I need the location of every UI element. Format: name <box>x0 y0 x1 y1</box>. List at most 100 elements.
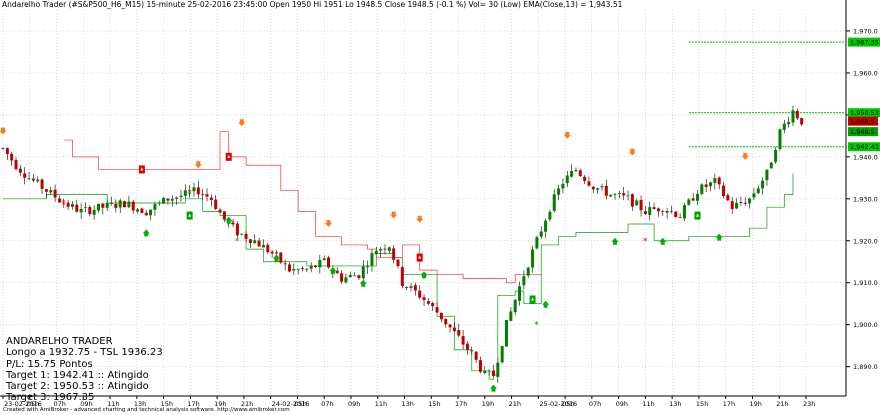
candle-body <box>782 123 786 130</box>
candle-body <box>535 237 539 249</box>
y-tick-label: 1,930.0 <box>853 195 878 203</box>
buy-arrow-icon <box>225 216 233 224</box>
candle-body <box>600 186 604 188</box>
candle-body <box>44 189 48 192</box>
candle-body <box>314 265 318 268</box>
candle-body <box>70 204 74 207</box>
candle-body <box>791 110 795 123</box>
candle-body <box>787 121 791 125</box>
asterisk-marker-icon: * <box>61 199 66 209</box>
price-label-box-2 <box>848 127 878 137</box>
candle-body <box>700 184 704 195</box>
candle-body <box>496 362 500 377</box>
candle-body <box>235 223 239 236</box>
candle-body <box>188 190 192 192</box>
x-tick-label: 19h <box>214 400 226 408</box>
x-tick-label: 15h <box>161 400 173 408</box>
signal-box-glyph <box>188 213 192 217</box>
candle-body <box>518 286 522 301</box>
x-tick-label: 15h <box>696 400 708 408</box>
x-tick-label: 17h <box>455 400 467 408</box>
candle-body <box>448 324 452 328</box>
candle-body <box>75 204 79 212</box>
candle-body <box>465 343 469 350</box>
signal-box-glyph <box>140 167 144 171</box>
candle-body <box>500 346 504 363</box>
candle-body <box>635 200 639 206</box>
candle-body <box>370 253 374 266</box>
candle-body <box>509 311 513 321</box>
info-target-3: Target 3: 1967.35 <box>6 392 95 404</box>
price-label-2: 1,948.5 <box>850 128 875 136</box>
trailing-stop-short <box>63 131 542 284</box>
candle-body <box>366 266 370 268</box>
asterisk-marker-icon: * <box>534 321 539 331</box>
candle-body <box>396 259 400 267</box>
candle-body <box>209 197 213 201</box>
candle-body <box>574 169 578 172</box>
candle-body <box>96 203 100 211</box>
candle-body <box>253 240 257 244</box>
candle-body <box>62 203 66 205</box>
x-tick-label: 11h <box>107 400 119 408</box>
candle-body <box>101 203 105 208</box>
candle-body <box>613 194 617 196</box>
target-label-3: 1,942.41 <box>850 143 879 151</box>
candle-body <box>327 257 331 268</box>
candle-body <box>149 209 153 216</box>
x-tick-label: 17h <box>723 400 735 408</box>
signal-box-glyph <box>695 213 699 217</box>
candle-body <box>318 259 322 268</box>
candle-body <box>18 168 22 173</box>
candle-body <box>756 188 760 194</box>
candle-body <box>270 251 274 254</box>
candle-body <box>452 327 456 332</box>
candle-body <box>778 129 782 149</box>
candle-body <box>418 290 422 298</box>
candle-body <box>110 202 114 204</box>
sell-arrow-icon <box>238 119 246 127</box>
candle-body <box>726 195 730 201</box>
candle-body <box>240 233 244 235</box>
candle-body <box>661 210 665 212</box>
candle-body <box>761 180 765 189</box>
candle-body <box>162 197 166 204</box>
candle-body <box>157 202 161 204</box>
candle-body <box>205 194 209 197</box>
candle-body <box>218 209 222 213</box>
buy-arrow-icon <box>715 233 723 241</box>
candle-body <box>144 212 148 216</box>
x-tick-label: 07h <box>54 400 66 408</box>
candle-body <box>752 193 756 198</box>
candle-body <box>192 187 196 192</box>
info-target-2: Target 2: 1950.53 :: Atingido <box>6 381 149 393</box>
candle-body <box>322 258 326 261</box>
candle-body <box>123 201 127 208</box>
candle-body <box>214 199 218 209</box>
candle-body <box>565 175 569 184</box>
candle-body <box>735 202 739 209</box>
buy-arrow-icon <box>420 271 428 279</box>
price-label-box-1 <box>848 116 878 126</box>
candle-body <box>5 148 9 154</box>
candle-body <box>196 187 200 195</box>
candle-body <box>578 170 582 176</box>
candle-body <box>743 202 747 204</box>
candle-body <box>470 350 474 352</box>
candle-body <box>83 207 87 209</box>
candle-body <box>183 190 187 196</box>
candle-body <box>222 211 226 220</box>
candle-body <box>478 360 482 372</box>
candle-body <box>795 110 799 119</box>
candle-body <box>522 276 526 286</box>
candle-body <box>335 270 339 274</box>
candle-body <box>266 244 270 253</box>
sell-arrow-icon <box>741 152 749 160</box>
candle-body <box>491 370 495 376</box>
candle-body <box>88 207 92 215</box>
info-position: Longo a 1932.75 - TSL 1936.23 <box>6 347 163 359</box>
candle-body <box>539 231 543 237</box>
target-label-box-1 <box>848 37 880 47</box>
y-tick-label: 1,920.0 <box>853 237 878 245</box>
